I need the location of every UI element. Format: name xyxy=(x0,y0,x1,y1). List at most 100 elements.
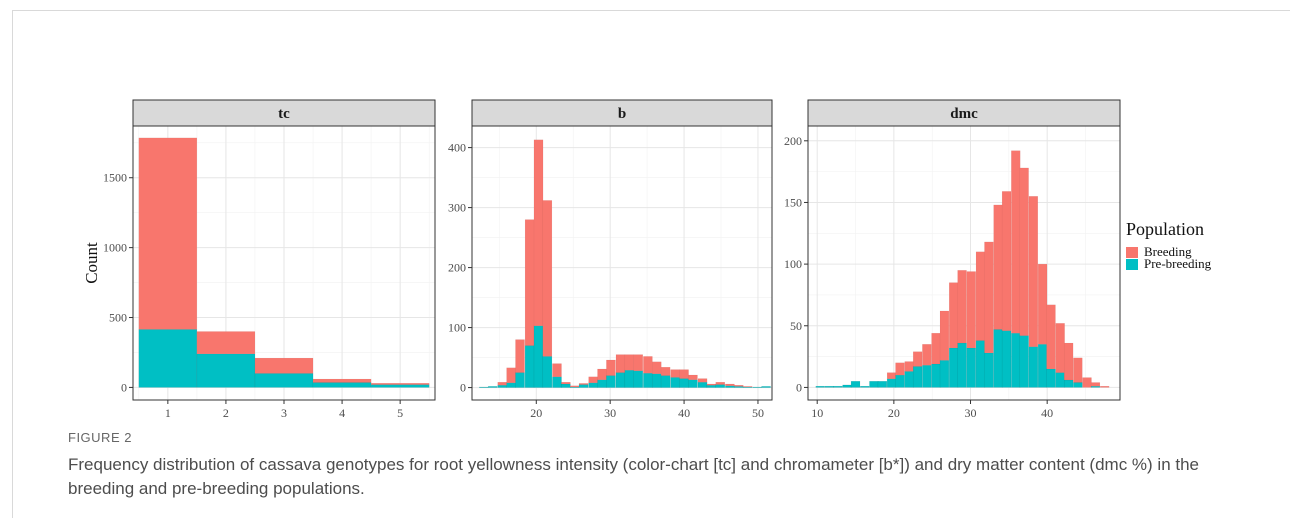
bar-breeding xyxy=(1011,150,1021,334)
legend-item-breeding: Breeding xyxy=(1126,244,1211,259)
bar-pre-breeding xyxy=(370,384,430,388)
bar-breeding xyxy=(1073,357,1083,383)
legend-label-breeding: Breeding xyxy=(1144,244,1192,259)
bar-breeding xyxy=(922,344,932,366)
bar-pre-breeding xyxy=(138,329,198,388)
bar-pre-breeding xyxy=(869,381,879,388)
bar-pre-breeding xyxy=(742,386,753,388)
bar-breeding xyxy=(1046,304,1056,370)
bar-pre-breeding xyxy=(643,372,653,388)
bar-breeding xyxy=(497,381,508,386)
panel-dmc: dmc 0 50 100 150 200 10 20 30 40 xyxy=(784,99,1121,420)
bar-breeding xyxy=(993,204,1003,330)
bar-breeding xyxy=(660,366,671,376)
bar-pre-breeding xyxy=(1055,372,1065,388)
bar-pre-breeding xyxy=(939,360,950,388)
bar-pre-breeding xyxy=(487,386,498,388)
bar-pre-breeding xyxy=(895,374,905,388)
x-tick-label: 3 xyxy=(281,406,287,420)
bar-pre-breeding xyxy=(1011,332,1021,388)
facet-strip-dmc xyxy=(807,99,1121,127)
bar-breeding xyxy=(706,383,717,386)
y-tick-label: 1500 xyxy=(103,171,127,185)
bar-breeding xyxy=(138,137,198,330)
bar-breeding xyxy=(312,378,372,383)
bar-pre-breeding xyxy=(670,377,680,388)
bar-pre-breeding xyxy=(254,373,314,388)
bar-breeding xyxy=(1055,323,1065,373)
figure-frame xyxy=(12,10,1290,518)
bar-pre-breeding xyxy=(679,378,689,388)
bar-breeding xyxy=(624,354,635,371)
bar-breeding xyxy=(895,362,905,376)
bar-breeding xyxy=(931,332,941,365)
bar-pre-breeding xyxy=(506,382,516,388)
bar-pre-breeding xyxy=(949,347,959,388)
bar-pre-breeding xyxy=(984,352,994,388)
bar-breeding xyxy=(370,383,430,385)
bar-breeding xyxy=(588,376,598,383)
bar-breeding xyxy=(196,331,256,355)
bar-breeding xyxy=(975,251,986,341)
y-axis-title: Count xyxy=(82,242,101,284)
bar-breeding xyxy=(643,356,653,374)
bar-breeding xyxy=(651,361,662,374)
bar-pre-breeding xyxy=(660,375,671,388)
bar-breeding xyxy=(984,241,994,354)
bar-pre-breeding xyxy=(633,370,644,388)
bar-pre-breeding xyxy=(922,365,932,388)
y-tick-label: 0 xyxy=(796,380,802,394)
bar-breeding xyxy=(886,372,897,379)
bar-pre-breeding xyxy=(886,378,897,388)
bar-breeding xyxy=(606,359,616,376)
bar-breeding xyxy=(615,354,626,373)
bar-breeding xyxy=(515,339,525,373)
facet-title-b: b xyxy=(618,106,626,122)
bar-pre-breeding xyxy=(1073,382,1083,388)
bar-breeding xyxy=(533,139,544,326)
bar-breeding xyxy=(679,369,689,379)
bar-breeding xyxy=(939,310,950,361)
legend-key-pre-breeding xyxy=(1126,258,1138,270)
bar-breeding xyxy=(524,219,535,346)
bar-breeding xyxy=(1090,382,1101,387)
y-tick-label: 400 xyxy=(448,141,466,155)
y-tick-label: 0 xyxy=(460,381,466,395)
y-tick-label: 500 xyxy=(109,311,127,325)
bar-breeding xyxy=(742,386,753,388)
bar-breeding xyxy=(688,374,698,380)
bar-pre-breeding xyxy=(842,384,852,388)
bar-pre-breeding xyxy=(542,356,553,388)
bar-pre-breeding xyxy=(752,386,762,388)
x-tick-label: 20 xyxy=(530,406,542,420)
bar-pre-breeding xyxy=(1037,344,1048,388)
y-tick-label: 0 xyxy=(121,380,127,394)
bar-pre-breeding xyxy=(912,366,923,388)
bar-pre-breeding xyxy=(688,379,698,388)
facet-strip-tc xyxy=(132,99,436,127)
bar-breeding xyxy=(633,354,644,371)
bar-breeding xyxy=(569,385,580,388)
facet-title-tc: tc xyxy=(278,106,290,122)
bar-pre-breeding xyxy=(715,384,726,388)
y-tick-label: 100 xyxy=(448,321,466,335)
bar-breeding xyxy=(1028,196,1039,347)
bar-breeding xyxy=(904,361,914,372)
legend-label-pre-breeding: Pre-breeding xyxy=(1144,256,1212,271)
bar-pre-breeding xyxy=(761,386,771,388)
y-tick-label: 150 xyxy=(784,195,802,209)
bar-pre-breeding xyxy=(1001,330,1012,388)
bar-breeding xyxy=(1082,377,1092,388)
x-tick-label: 10 xyxy=(811,406,823,420)
bar-pre-breeding xyxy=(479,386,489,388)
bar-breeding xyxy=(670,369,680,378)
bar-breeding xyxy=(1100,385,1110,388)
bar-pre-breeding xyxy=(497,384,508,388)
legend-title: Population xyxy=(1126,219,1205,239)
bar-breeding xyxy=(725,383,735,386)
bar-breeding xyxy=(552,363,562,377)
bar-breeding xyxy=(254,357,314,374)
bar-pre-breeding xyxy=(196,353,256,388)
panel-border xyxy=(807,125,1121,401)
panel-b: b 0 100 200 300 400 20 30 40 50 xyxy=(448,99,773,420)
